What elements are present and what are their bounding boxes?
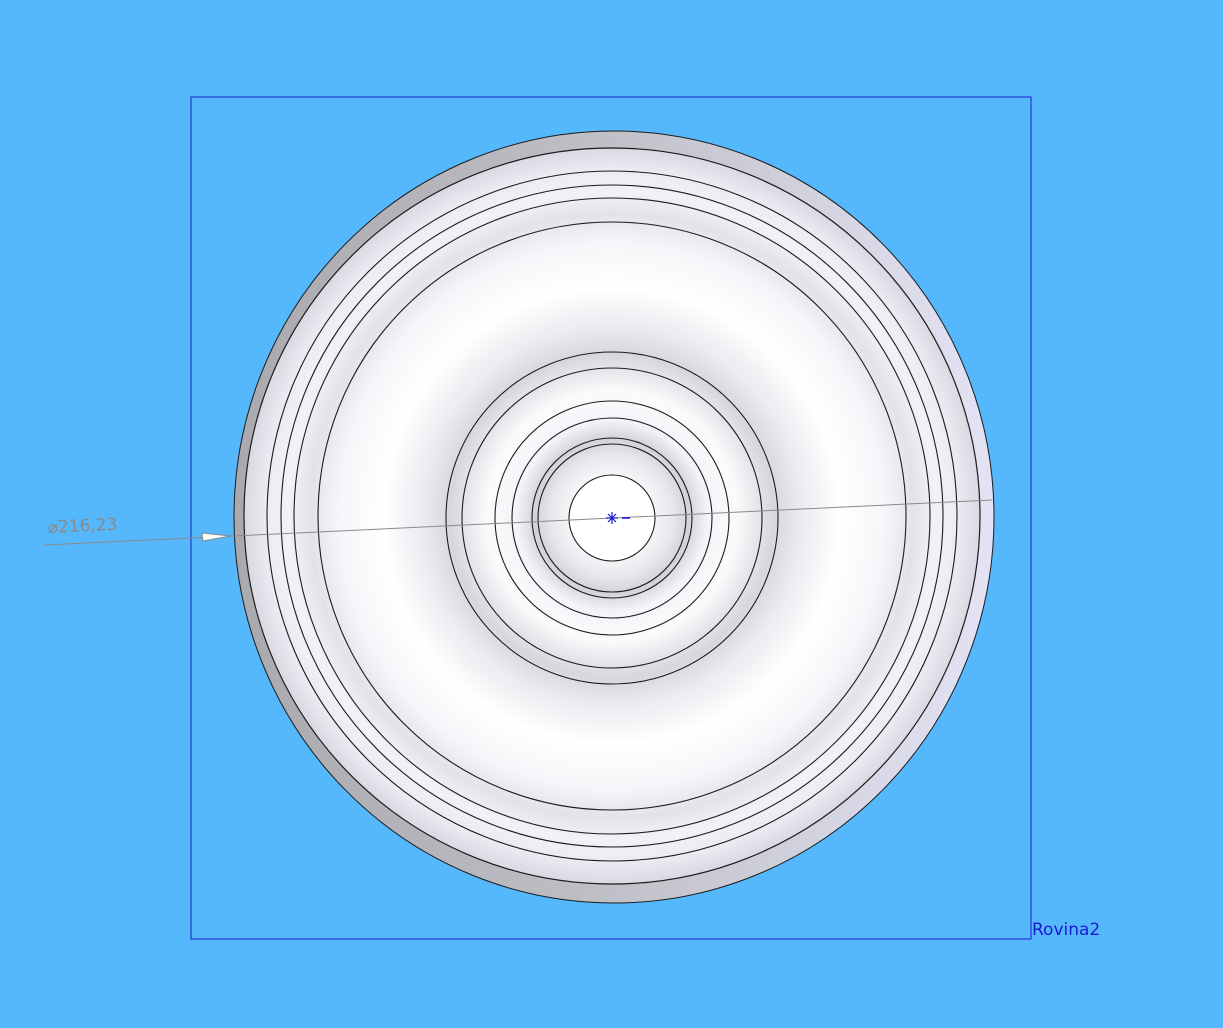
edge-circle-9 xyxy=(531,437,693,599)
edge-circle-5 xyxy=(445,351,779,685)
edge-circle-6 xyxy=(461,367,763,669)
edge-circle-2 xyxy=(280,184,944,848)
edge-circle-8 xyxy=(511,417,713,619)
edge-circle-1 xyxy=(266,170,958,862)
plane-boundary[interactable] xyxy=(190,96,1032,940)
dimension-arrow-icon xyxy=(201,532,231,542)
origin-marker-icon xyxy=(606,512,630,524)
plane-label[interactable]: Rovina2 xyxy=(1032,920,1100,940)
rotational-part[interactable] xyxy=(233,130,995,904)
edge-circle-4 xyxy=(317,221,907,811)
edge-circle-10 xyxy=(537,443,687,593)
edge-circle-3 xyxy=(293,197,931,835)
dimension-label[interactable]: ⌀216,23 xyxy=(47,515,118,538)
dimension-leader-line xyxy=(43,499,993,546)
edge-circle-7 xyxy=(494,400,730,636)
diameter-dimension[interactable]: ⌀216,23 xyxy=(43,499,993,546)
